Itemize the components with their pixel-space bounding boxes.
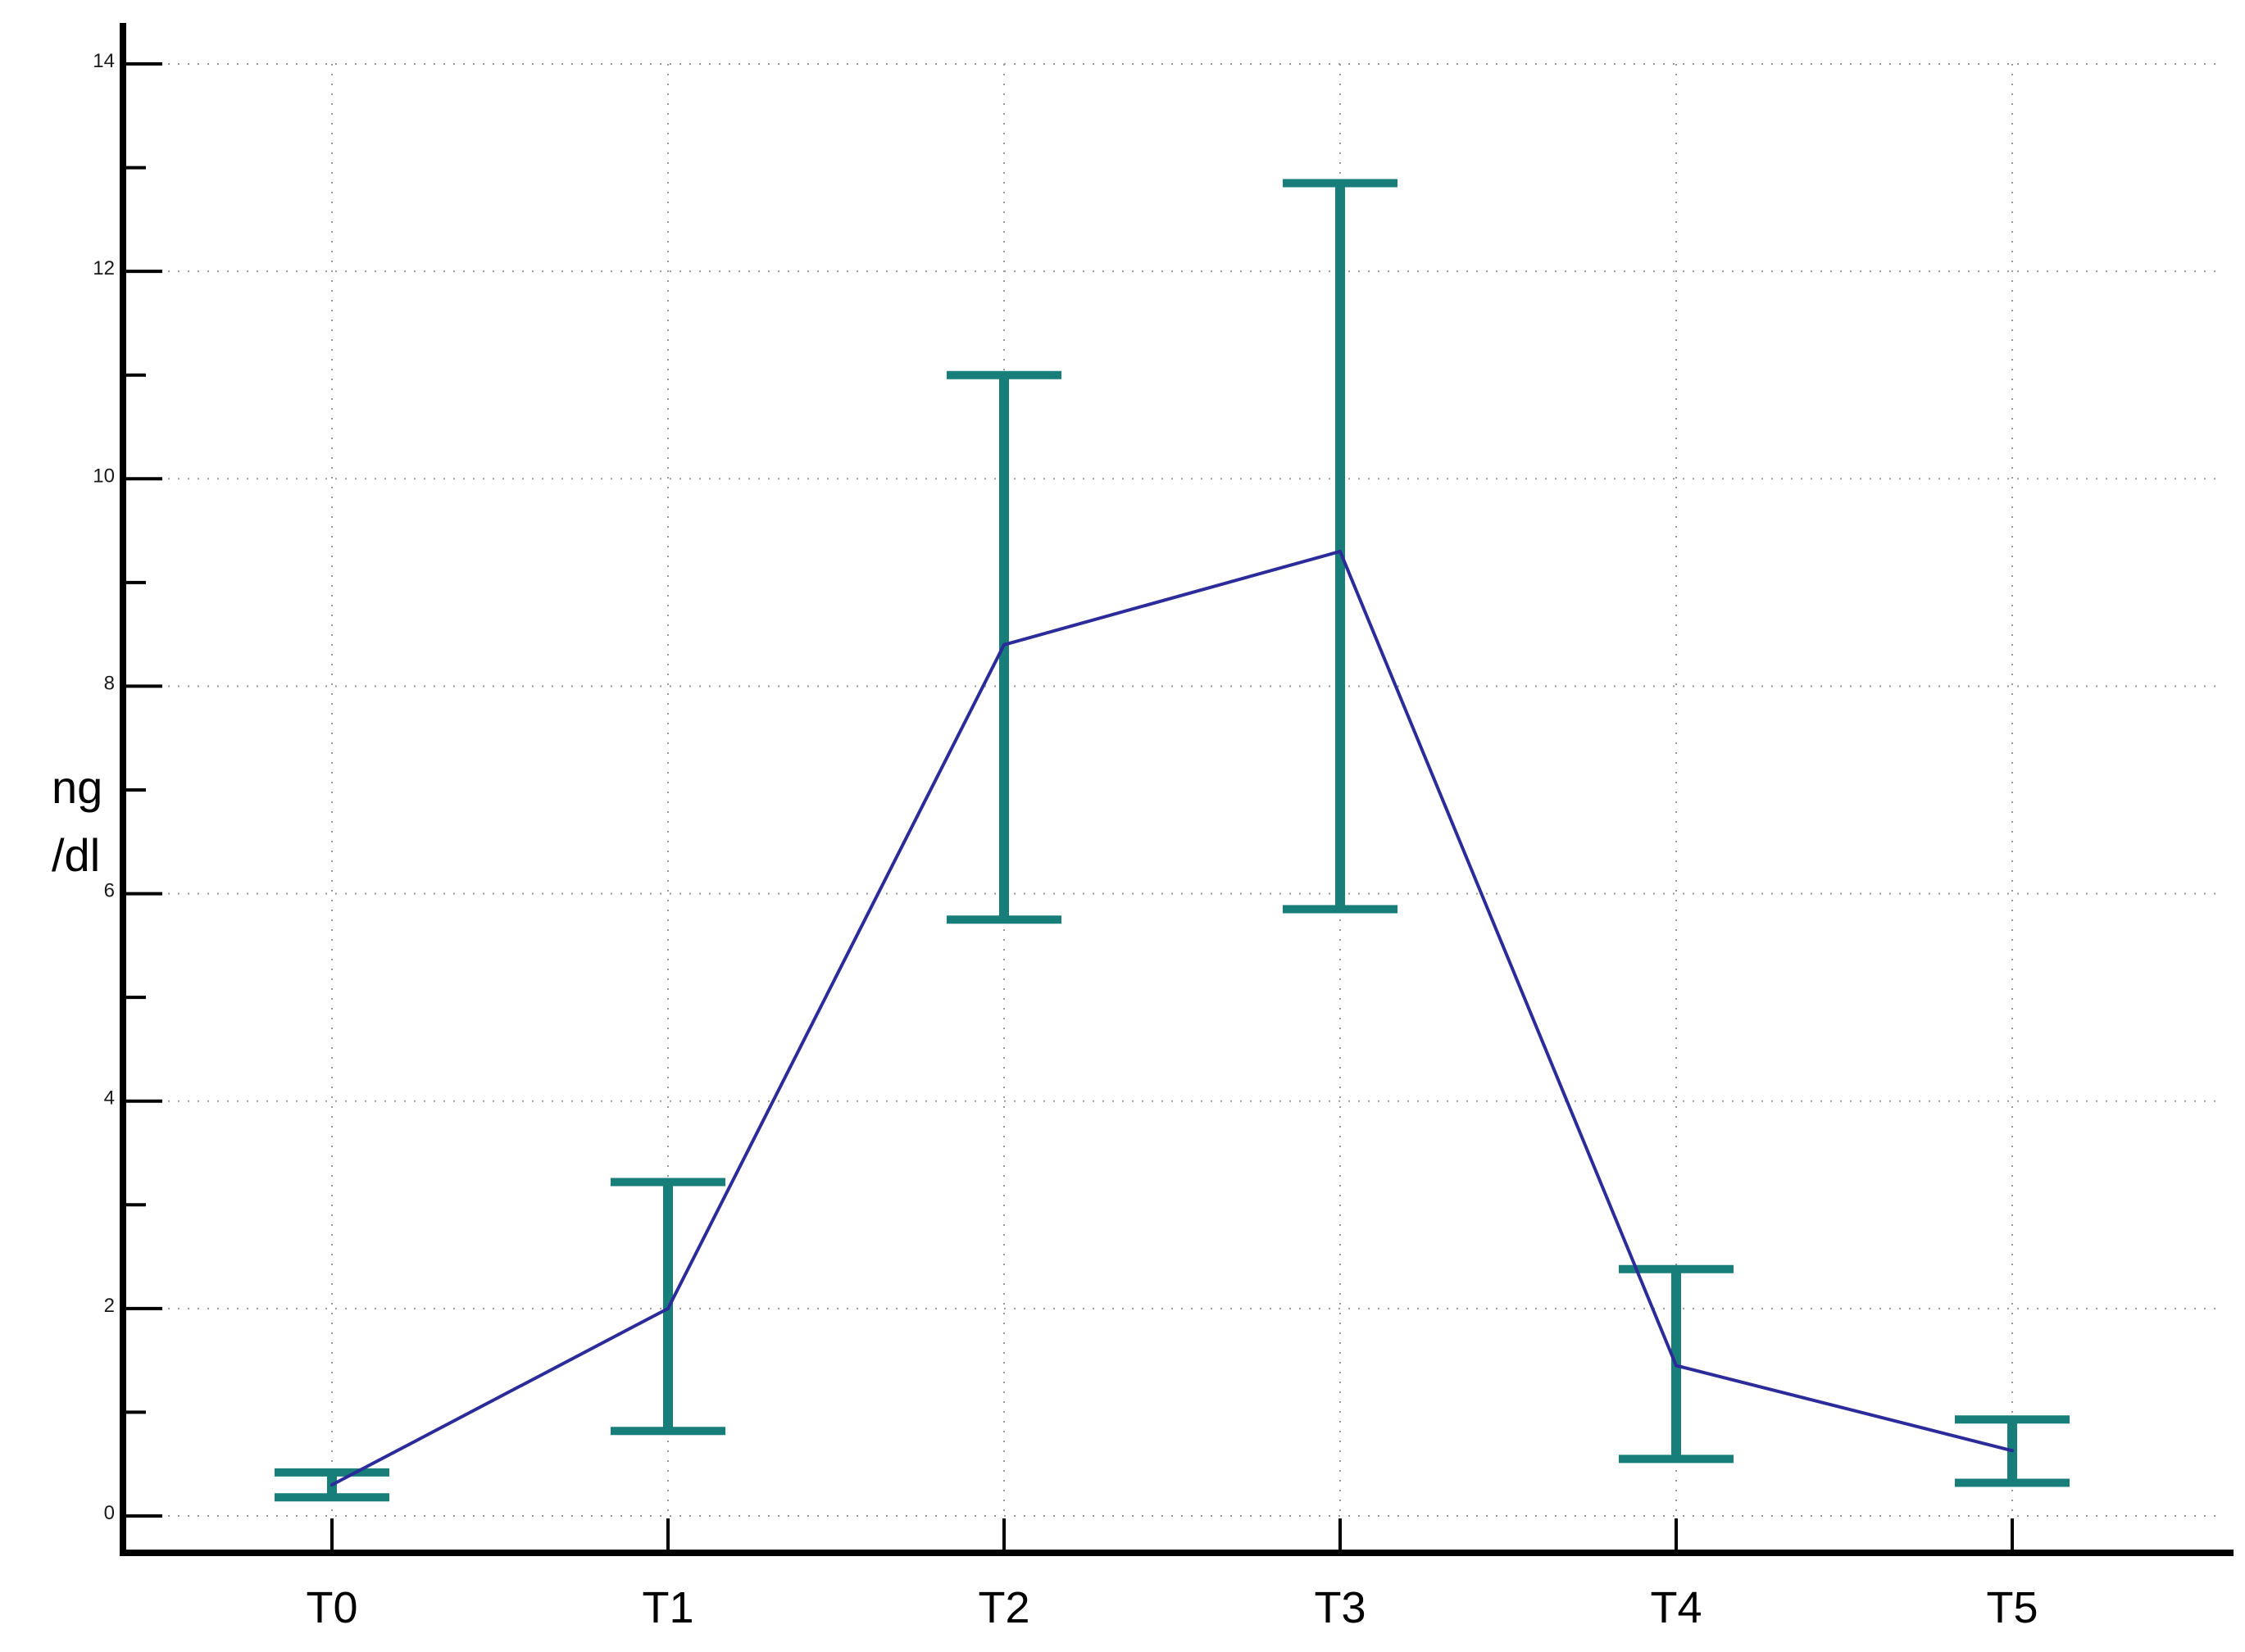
y-tick-label: 10 [93,465,115,487]
x-tick-label: T5 [1986,1583,2038,1632]
data-point [1675,1364,1678,1368]
x-tick-label: T2 [978,1583,1029,1632]
data-point [2011,1449,2014,1453]
data-point [1338,549,1342,553]
y-tick-label: 12 [93,257,115,279]
x-tick-label: T4 [1650,1583,1702,1632]
grid-layer [168,63,2217,1517]
series-layer [330,549,2014,1487]
label-layer: ng /dl [52,761,102,881]
axis-layer [120,23,2234,1556]
x-tick-label: T0 [306,1583,357,1632]
x-tick-label: T1 [642,1583,693,1632]
y-tick-label: 0 [104,1502,115,1524]
y-tick-label: 2 [104,1295,115,1317]
y-tick-label: 8 [104,672,115,694]
error-bar [1283,179,1397,914]
error-bar-layer [275,179,2070,1502]
series-line [331,549,2013,1486]
y-tick-label: 4 [104,1087,115,1110]
x-tick-label: T3 [1314,1583,1366,1632]
data-point [1002,642,1006,647]
data-point [666,1306,670,1310]
y-axis-label-line-1: ng [52,761,102,813]
y-tick-label: 6 [104,880,115,902]
tick-layer: 0 2 4 6 8 10 12 14 T0 T1 T2 T3 T4 T5 [93,50,2038,1632]
data-point [330,1483,334,1487]
y-axis-label-line-2: /dl [52,829,100,881]
y-tick-label: 14 [93,50,115,72]
